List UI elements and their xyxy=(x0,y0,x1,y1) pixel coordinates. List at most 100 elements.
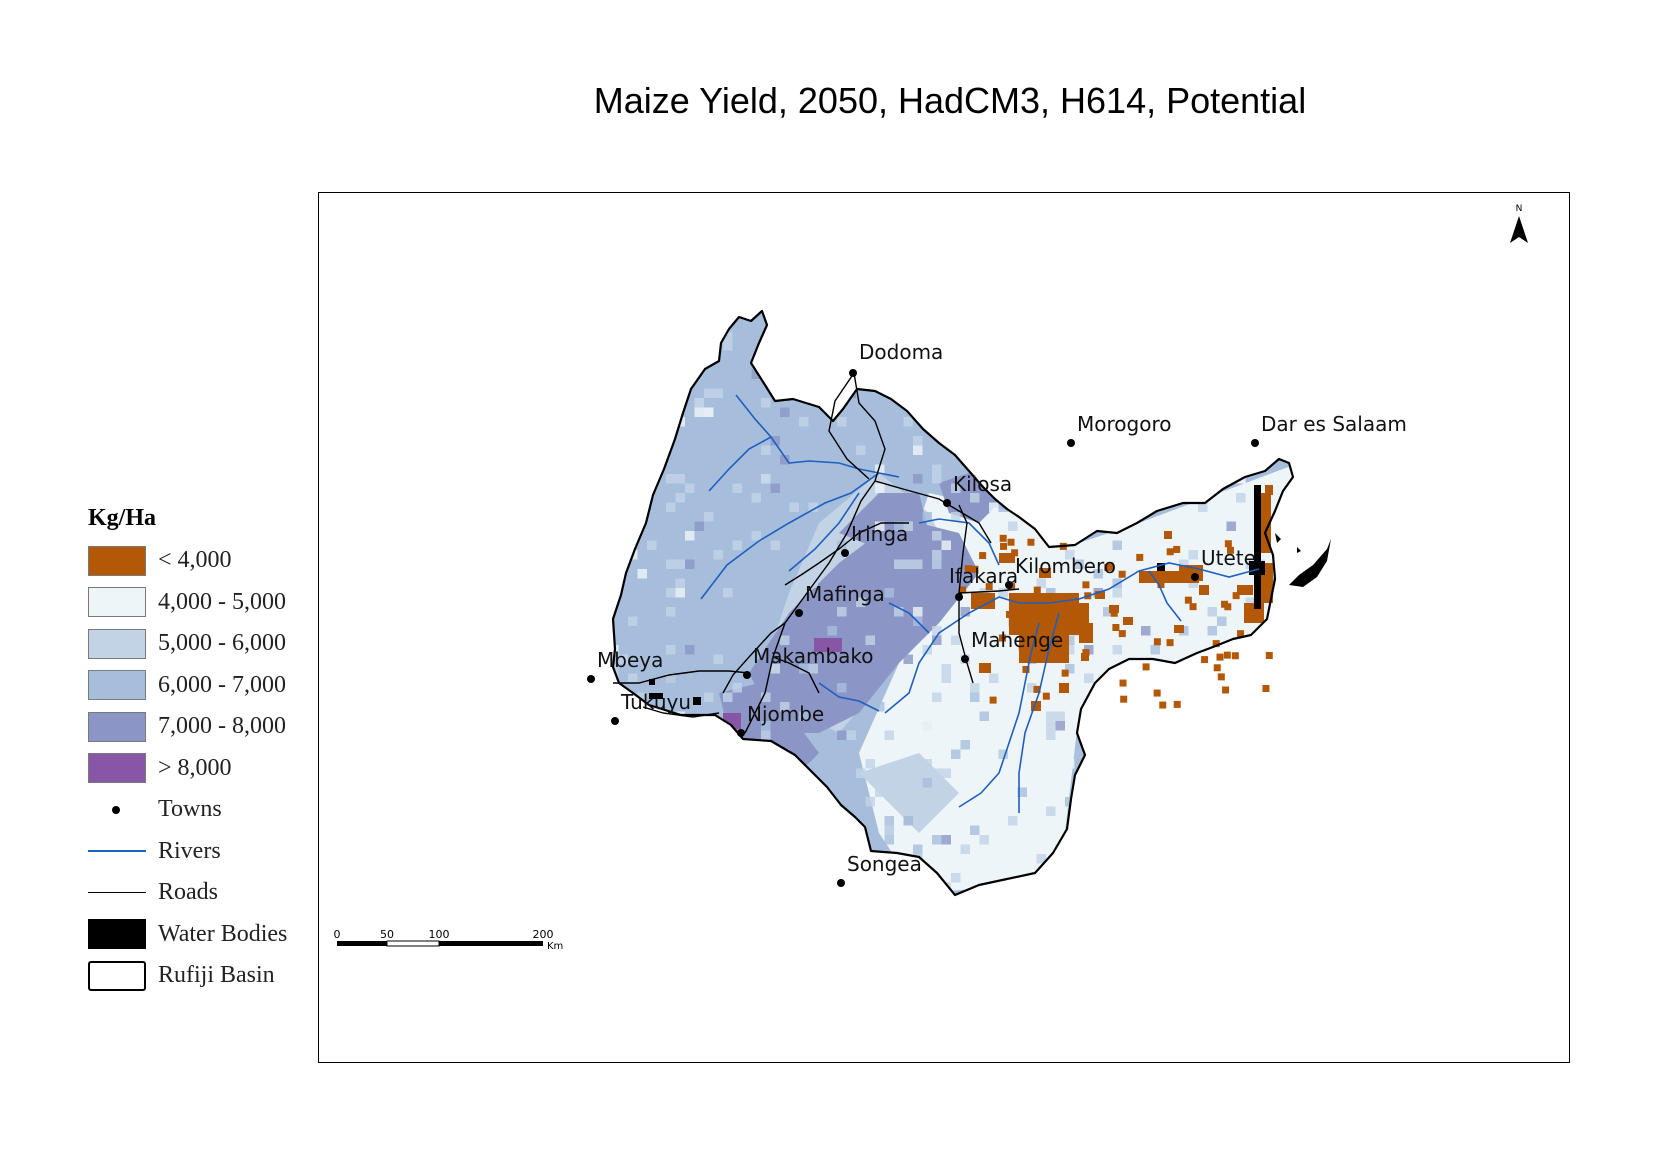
legend: Kg/Ha < 4,000 4,000 - 5,000 5,000 - 6,00… xyxy=(88,505,318,997)
river-11 xyxy=(888,602,930,634)
yield-pixel xyxy=(1169,835,1179,845)
yield-pixel xyxy=(1264,740,1274,750)
yield-pixel xyxy=(1217,350,1227,360)
yield-pixel xyxy=(618,654,628,664)
town-dot-iringa xyxy=(841,549,849,557)
town-label-mafinga: Mafinga xyxy=(805,582,885,606)
yield-pixel xyxy=(713,550,723,560)
yield-pixel xyxy=(979,588,989,598)
yield-pixel xyxy=(789,559,799,569)
yield-pixel xyxy=(1017,787,1027,797)
low-yield-cell xyxy=(1039,568,1051,578)
low-yield-cell xyxy=(1184,596,1192,604)
legend-title: Kg/Ha xyxy=(88,505,157,531)
yield-pixel xyxy=(1122,844,1132,854)
low-yield-cell xyxy=(1222,686,1230,694)
low-yield-cell xyxy=(1201,656,1209,664)
yield-pixel xyxy=(613,664,619,674)
yield-pixel xyxy=(770,531,780,541)
yield-pixel xyxy=(694,493,704,503)
yield-pixel xyxy=(799,360,809,370)
yield-pixel xyxy=(1226,778,1236,788)
yield-pixel xyxy=(1150,645,1160,655)
yield-pixel xyxy=(1065,379,1075,389)
yield-pixel xyxy=(1084,816,1094,826)
yield-pixel xyxy=(1188,550,1198,560)
yield-pixel xyxy=(894,607,904,617)
yield-pixel xyxy=(675,502,685,512)
yield-pixel xyxy=(1141,331,1151,341)
yield-pixel xyxy=(1217,369,1227,379)
yield-pixel xyxy=(1103,502,1113,512)
yield-pixel xyxy=(613,588,619,598)
low-yield-cell xyxy=(1232,592,1240,600)
yield-pixel xyxy=(1226,873,1236,883)
low-yield-cell xyxy=(1189,603,1197,611)
yield-pixel xyxy=(694,398,704,408)
yield-pixel xyxy=(1103,787,1113,797)
yield-pixel xyxy=(1055,455,1065,465)
legend-item-water: Water Bodies xyxy=(88,914,318,956)
yield-pixel xyxy=(656,311,666,313)
water-body xyxy=(1249,561,1265,575)
yield-pixel xyxy=(941,417,951,427)
legend-label: Rufiji Basin xyxy=(158,962,275,989)
yield-pixel xyxy=(1055,512,1065,522)
yield-pixel xyxy=(846,350,856,360)
water-body-icon xyxy=(88,919,146,950)
low-yield-cell xyxy=(1037,605,1045,613)
water-body xyxy=(693,697,701,705)
yield-pixel xyxy=(1008,816,1018,826)
yield-pixel xyxy=(970,825,980,835)
yield-pixel xyxy=(837,816,847,826)
yield-pixel xyxy=(1074,559,1084,569)
river-8 xyxy=(1018,612,1060,813)
yield-pixel xyxy=(1179,559,1189,569)
yield-pixel xyxy=(751,635,761,645)
town-dot-njombe xyxy=(737,729,745,737)
low-yield-cell xyxy=(1159,701,1167,709)
yield-pixel xyxy=(1122,759,1132,769)
yield-pixel xyxy=(1103,683,1113,693)
yield-pixel xyxy=(713,464,723,474)
legend-item-class-1: < 4,000 xyxy=(88,540,318,582)
yield-pixel xyxy=(789,388,799,398)
low-yield-cell xyxy=(1011,549,1019,557)
town-label-njombe: Njombe xyxy=(747,702,824,726)
low-yield-cell xyxy=(1265,485,1273,495)
yield-pixel xyxy=(732,483,742,493)
yield-pixel xyxy=(903,816,913,826)
yield-pixel xyxy=(799,664,809,674)
yield-pixel xyxy=(837,417,847,427)
yield-pixel xyxy=(913,559,923,569)
low-yield-cell xyxy=(1061,606,1069,614)
scale-tick-0: 0 xyxy=(334,928,341,941)
yield-pixel xyxy=(1112,588,1122,598)
yield-pixel xyxy=(1160,398,1170,408)
yield-pixel xyxy=(894,521,904,531)
yield-pixel xyxy=(613,540,619,550)
yield-pixel xyxy=(827,626,837,636)
scale-seg-1 xyxy=(337,941,387,946)
yield-pixel xyxy=(780,312,790,322)
low-yield-cell xyxy=(1213,664,1221,672)
yield-pixel xyxy=(1122,322,1132,332)
legend-swatch xyxy=(88,711,146,742)
yield-pixel xyxy=(637,569,647,579)
low-yield-cell xyxy=(1136,553,1144,561)
yield-pixel xyxy=(808,502,818,512)
yield-pixel xyxy=(770,331,780,341)
legend-label: Towns xyxy=(158,796,222,823)
yield-pixel xyxy=(628,673,638,683)
yield-pixel xyxy=(1065,645,1075,655)
yield-pixel xyxy=(613,417,619,427)
yield-pixel xyxy=(1093,455,1103,465)
yield-pixel xyxy=(723,797,733,807)
yield-pixel xyxy=(685,673,695,683)
yield-pixel xyxy=(685,749,695,759)
town-label-makambako: Makambako xyxy=(753,644,874,668)
low-yield-cell xyxy=(1027,538,1035,546)
yield-pixel xyxy=(1131,711,1141,721)
yield-pixel xyxy=(1179,816,1189,826)
yield-pixel xyxy=(1198,854,1208,864)
